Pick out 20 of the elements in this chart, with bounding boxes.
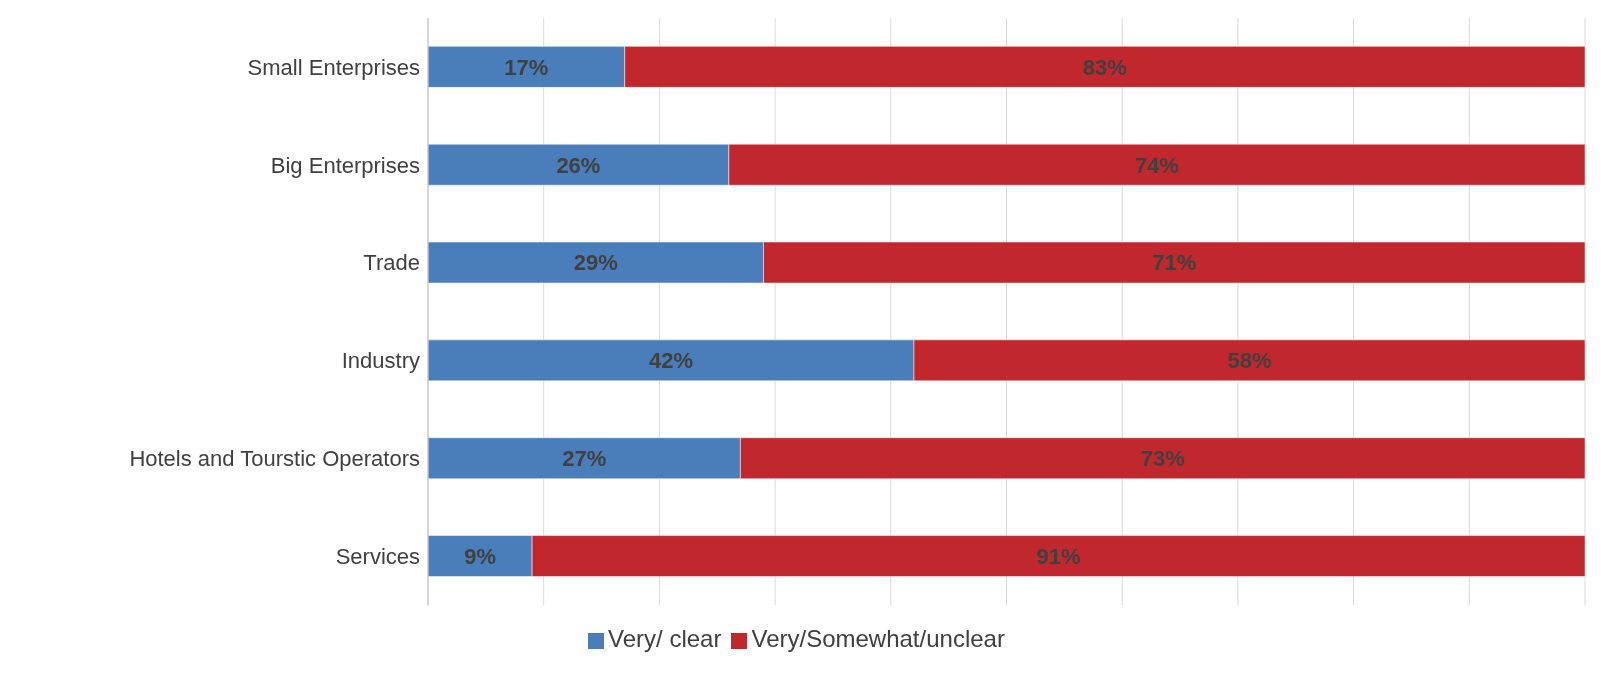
data-label: 9%: [464, 543, 496, 569]
data-label: 26%: [556, 152, 601, 178]
data-label: 71%: [1152, 250, 1197, 276]
y-tick-label: Hotels and Tourstic Operators: [129, 446, 420, 472]
legend-label: Very/Somewhat/unclear: [751, 625, 1005, 652]
y-tick-label: Services: [335, 543, 420, 569]
data-label: 29%: [573, 250, 618, 276]
legend-label: Very/ clear: [608, 625, 722, 652]
data-label: 74%: [1134, 152, 1179, 178]
y-tick-label: Trade: [363, 250, 420, 276]
data-label: 58%: [1227, 348, 1272, 374]
data-label: 42%: [648, 348, 693, 374]
data-label: 83%: [1082, 54, 1127, 80]
y-tick-label: Big Enterprises: [270, 152, 420, 178]
data-label: 27%: [562, 446, 607, 472]
data-label: 73%: [1140, 446, 1185, 472]
y-tick-label: Small Enterprises: [247, 54, 420, 80]
data-label: 17%: [504, 54, 549, 80]
y-tick-label: Industry: [341, 348, 420, 374]
data-label: 91%: [1036, 543, 1081, 569]
